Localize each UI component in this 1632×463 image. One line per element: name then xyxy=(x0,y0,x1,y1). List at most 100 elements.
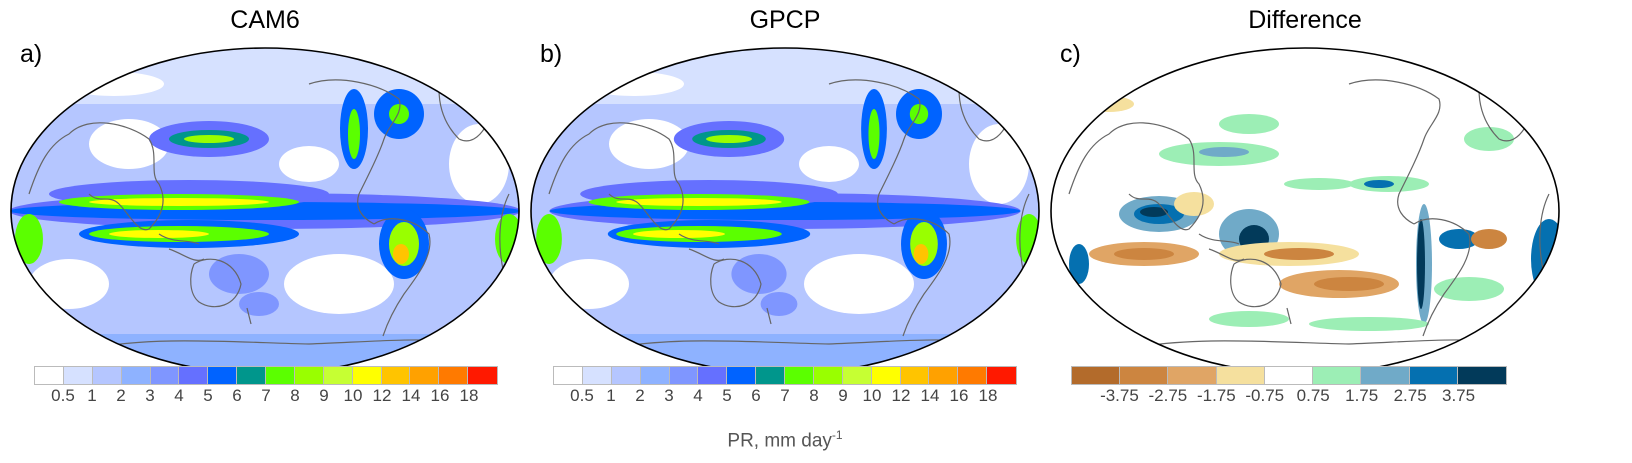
precip-colorbar-a-ticks: 0.5 1 2 3 4 5 6 7 8 9 10 12 14 16 18 xyxy=(34,386,496,410)
precip-colorbar-tick-label: 4 xyxy=(693,386,703,405)
precip-colorbar-tick-label: 1 xyxy=(606,386,616,405)
precip-contour xyxy=(760,292,798,316)
dry-region xyxy=(449,124,509,204)
dry-region xyxy=(279,146,339,182)
precip-colorbar-swatch xyxy=(640,367,670,384)
precip-contour xyxy=(89,198,269,206)
units-text: PR, mm day xyxy=(727,430,832,452)
precip-colorbar-tick-label: 14 xyxy=(401,386,421,405)
diff-colorbar-tick-label: 2.75 xyxy=(1393,386,1427,405)
precip-colorbar-swatch xyxy=(410,367,440,384)
precip-colorbar-tick-label: 7 xyxy=(780,386,790,405)
diff-colorbar-tick-label: 3.75 xyxy=(1442,386,1476,405)
precip-colorbar-swatch xyxy=(698,367,728,384)
coastline xyxy=(828,79,921,225)
coastline xyxy=(893,218,951,337)
coastline xyxy=(1286,307,1292,325)
precip-colorbar-swatch xyxy=(266,367,295,384)
precip-colorbar-swatch xyxy=(208,367,238,384)
precip-colorbar-tick-label: 9 xyxy=(838,386,848,405)
difference-field xyxy=(1051,48,1559,374)
precip-contour xyxy=(184,135,234,143)
precip-colorbar-tick-label: 1 xyxy=(87,386,97,405)
precip-colorbar-swatch xyxy=(582,367,612,384)
precip-colorbar-tick-label: 12 xyxy=(372,386,392,405)
precip-colorbar-swatch xyxy=(611,367,641,384)
panel-a-title: CAM6 xyxy=(230,6,300,34)
cam6-precip-map xyxy=(10,47,520,375)
precip-contour xyxy=(731,254,787,294)
precip-colorbar-tick-label: 10 xyxy=(343,386,363,405)
dry-region xyxy=(969,124,1029,204)
diff-colorbar xyxy=(1071,366,1507,385)
diff-colorbar-swatch xyxy=(1313,367,1362,384)
coastline xyxy=(190,258,242,308)
precip-contour xyxy=(209,254,269,294)
precip-contour xyxy=(909,104,929,124)
precip-colorbar-tick-label: 2 xyxy=(116,386,126,405)
difference-contour xyxy=(1209,311,1289,327)
panel-a-label: a) xyxy=(20,40,43,68)
precip-contour xyxy=(15,214,43,264)
difference-contour xyxy=(1464,127,1514,151)
units-exponent: -1 xyxy=(831,428,843,442)
panel-b-label: b) xyxy=(540,40,563,68)
panel-b-title: GPCP xyxy=(749,6,821,34)
difference-map xyxy=(1050,47,1560,375)
dry-region xyxy=(584,72,684,96)
precip-colorbar-tick-label: 12 xyxy=(891,386,911,405)
precip-contour xyxy=(389,104,409,124)
difference-contour xyxy=(1284,178,1354,190)
difference-contour xyxy=(1114,248,1174,260)
precip-colorbar-a xyxy=(34,366,498,385)
dry-region xyxy=(284,254,394,314)
dry-region xyxy=(549,259,629,309)
precip-colorbar-swatch xyxy=(92,367,122,384)
precip-colorbar-swatch xyxy=(179,367,209,384)
precip-colorbar-swatch xyxy=(929,367,959,384)
diff-colorbar-ticks: -3.75 -2.75 -1.75 -0.75 0.75 1.75 2.75 3.75 xyxy=(1071,386,1505,410)
difference-contour xyxy=(1471,229,1507,249)
precip-colorbar-swatch xyxy=(727,367,757,384)
difference-contour xyxy=(1314,277,1384,291)
precip-field xyxy=(11,48,519,374)
precip-colorbar-tick-label: 18 xyxy=(459,386,479,405)
precip-colorbar-swatch xyxy=(237,367,266,384)
panel-c-label: c) xyxy=(1060,40,1081,68)
coastline xyxy=(499,193,510,275)
coastline xyxy=(1348,79,1441,225)
coastline xyxy=(710,258,762,308)
precip-colorbar-tick-label: 2 xyxy=(635,386,645,405)
precip-colorbar-tick-label: 16 xyxy=(430,386,450,405)
dry-region xyxy=(799,146,859,182)
precip-colorbar-tick-label: 0.5 xyxy=(570,386,594,405)
coastline xyxy=(1539,193,1550,275)
precip-colorbar-swatch xyxy=(63,367,93,384)
precip-colorbar-swatch xyxy=(813,367,843,384)
dry-region xyxy=(89,119,169,169)
difference-contour xyxy=(1364,180,1394,188)
precip-colorbar-swatch xyxy=(439,367,469,384)
precip-colorbar-swatch xyxy=(871,367,901,384)
precip-field xyxy=(531,48,1039,374)
difference-contour xyxy=(1417,219,1425,309)
coastline xyxy=(1068,122,1204,231)
panel-c-title: Difference xyxy=(1248,6,1362,34)
difference-contour xyxy=(1264,248,1334,260)
diff-colorbar-swatch xyxy=(1216,367,1265,384)
precip-colorbar-tick-label: 5 xyxy=(203,386,213,405)
precip-colorbar-tick-label: 3 xyxy=(664,386,674,405)
precip-colorbar-tick-label: 9 xyxy=(319,386,329,405)
precip-colorbar-swatch xyxy=(150,367,180,384)
precip-colorbar-swatch xyxy=(958,367,988,384)
precip-colorbar-swatch xyxy=(381,367,411,384)
precip-colorbar-tick-label: 6 xyxy=(751,386,761,405)
diff-colorbar-swatch xyxy=(1072,367,1121,384)
precip-colorbar-swatch xyxy=(468,367,497,384)
coastline xyxy=(28,122,164,231)
precip-contour xyxy=(348,109,360,159)
diff-colorbar-tick-label: 0.75 xyxy=(1296,386,1330,405)
precip-colorbar-tick-label: 0.5 xyxy=(51,386,75,405)
precip-colorbar-tick-label: 4 xyxy=(174,386,184,405)
